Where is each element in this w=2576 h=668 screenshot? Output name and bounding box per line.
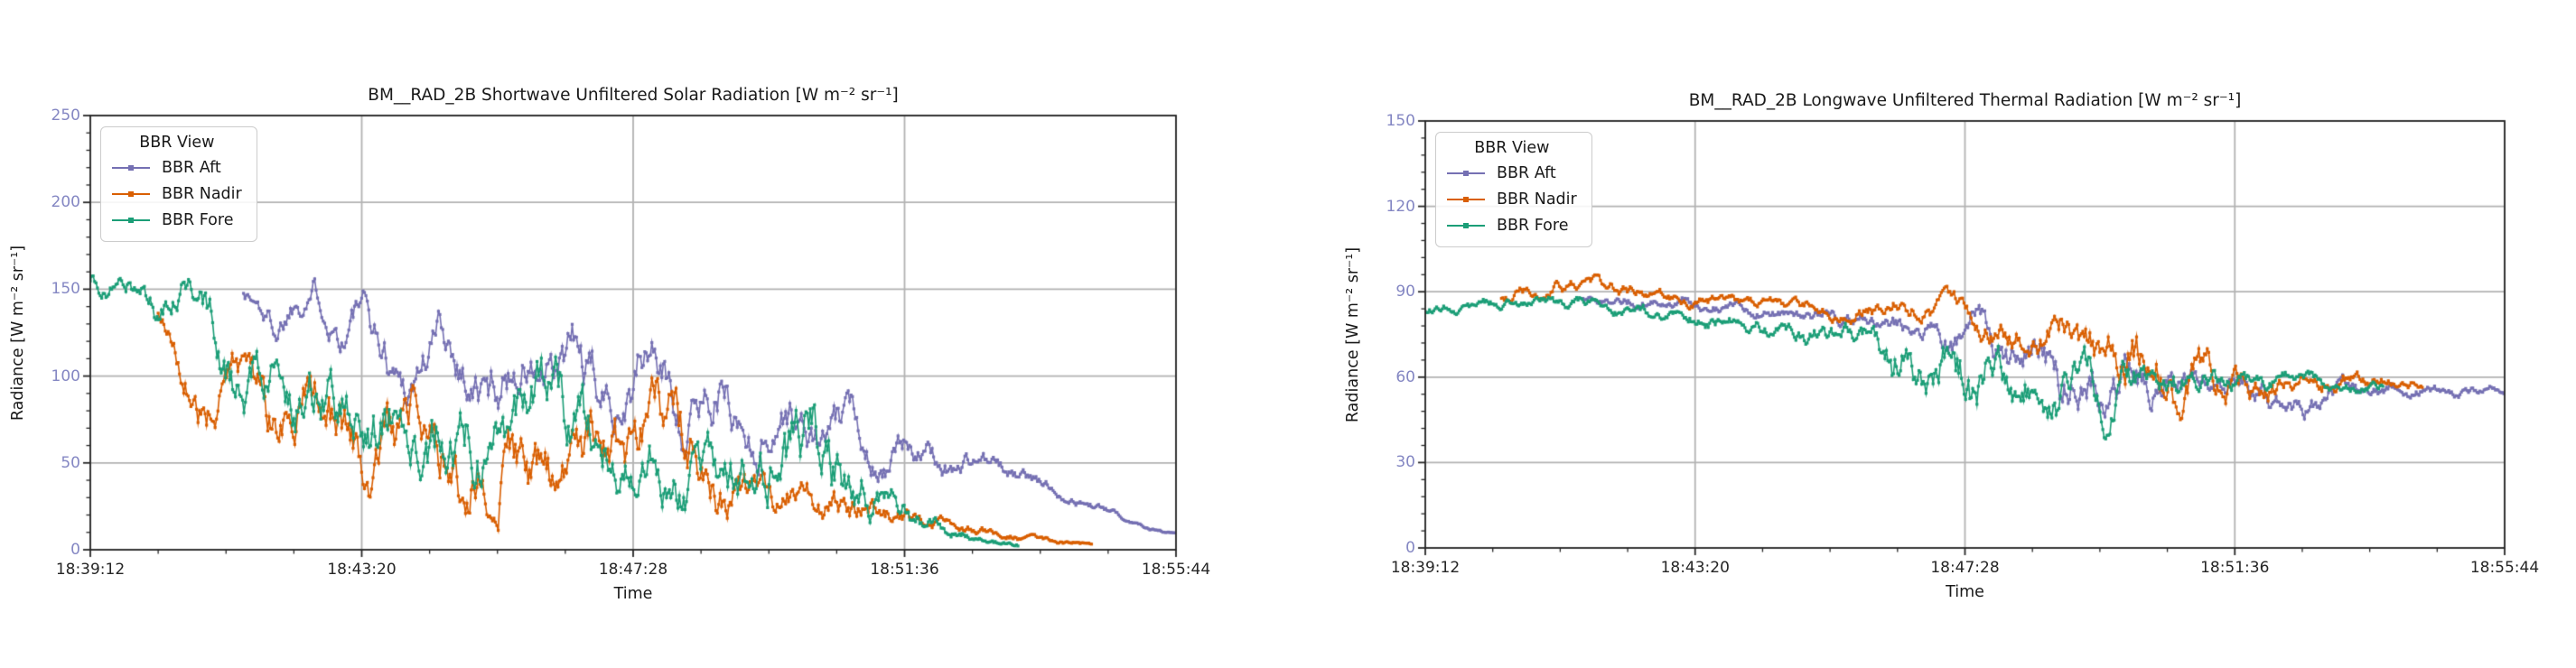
legend-item-bbr-nadir: BBR Nadir (112, 181, 242, 207)
y-tick-label: 60 (1395, 367, 1415, 386)
legend-item-bbr-aft: BBR Aft (112, 154, 242, 181)
legend: BBR View BBR Aft BBR Nadir BBR Fore (100, 126, 257, 242)
y-axis-label: Radiance [W m⁻² sr⁻¹] (1344, 246, 1362, 422)
y-tick-label: 90 (1395, 283, 1415, 302)
shortwave-plot-canvas (0, 0, 1288, 668)
x-tick-label: 18:39:12 (55, 561, 126, 579)
y-tick-label: 0 (70, 541, 80, 559)
legend-label: BBR Nadir (162, 184, 242, 203)
y-tick-label: 30 (1395, 453, 1415, 472)
legend-label: BBR Aft (1497, 163, 1556, 182)
legend-item-bbr-aft: BBR Aft (1447, 160, 1577, 186)
chart-title: BM__RAD_2B Longwave Unfiltered Thermal R… (1688, 91, 2242, 110)
legend-label: BBR Fore (162, 210, 234, 229)
x-tick-label: 18:39:12 (1390, 559, 1461, 577)
bbr-nadir-line-swatch-icon (1447, 194, 1485, 204)
bbr-fore-line-swatch-icon (1447, 220, 1485, 230)
y-tick-label: 150 (51, 280, 80, 299)
legend-label: BBR Nadir (1497, 190, 1577, 209)
legend-item-bbr-nadir: BBR Nadir (1447, 186, 1577, 212)
y-tick-label: 0 (1405, 539, 1415, 557)
y-tick-label: 200 (51, 193, 80, 212)
x-axis-label: Time (613, 585, 653, 603)
legend-label: BBR Fore (1497, 216, 1569, 235)
x-tick-label: 18:51:36 (870, 561, 939, 579)
x-tick-label: 18:55:44 (2469, 559, 2540, 577)
bbr-nadir-line-swatch-icon (112, 189, 150, 199)
x-tick-label: 18:47:28 (1930, 559, 2000, 577)
legend-item-bbr-fore: BBR Fore (112, 207, 242, 233)
y-tick-label: 150 (1386, 112, 1415, 130)
chart-title: BM__RAD_2B Shortwave Unfiltered Solar Ra… (368, 86, 899, 105)
x-tick-label: 18:47:28 (598, 561, 668, 579)
legend-title: BBR View (139, 134, 215, 152)
bbr-fore-line-swatch-icon (112, 215, 150, 225)
y-tick-label: 120 (1386, 197, 1415, 216)
y-tick-label: 100 (51, 366, 80, 385)
x-axis-label: Time (1946, 583, 1984, 601)
longwave-plot-canvas (1288, 0, 2576, 668)
bbr-aft-line-swatch-icon (112, 162, 150, 172)
legend-item-bbr-fore: BBR Fore (1447, 212, 1577, 238)
longwave-chart-panel: BM__RAD_2B Longwave Unfiltered Thermal R… (1288, 0, 2576, 668)
shortwave-chart-panel: BM__RAD_2B Shortwave Unfiltered Solar Ra… (0, 0, 1288, 668)
y-tick-label: 50 (61, 453, 80, 472)
legend: BBR View BBR Aft BBR Nadir BBR Fore (1435, 132, 1592, 247)
x-tick-label: 18:51:36 (2200, 559, 2270, 577)
y-tick-label: 250 (51, 107, 80, 125)
y-axis-label: Radiance [W m⁻² sr⁻¹] (9, 245, 27, 421)
x-tick-label: 18:43:20 (1660, 559, 1730, 577)
x-tick-label: 18:43:20 (327, 561, 397, 579)
bbr-aft-line-swatch-icon (1447, 168, 1485, 178)
x-tick-label: 18:55:44 (1141, 561, 1211, 579)
legend-title: BBR View (1474, 139, 1550, 157)
legend-label: BBR Aft (162, 158, 221, 177)
